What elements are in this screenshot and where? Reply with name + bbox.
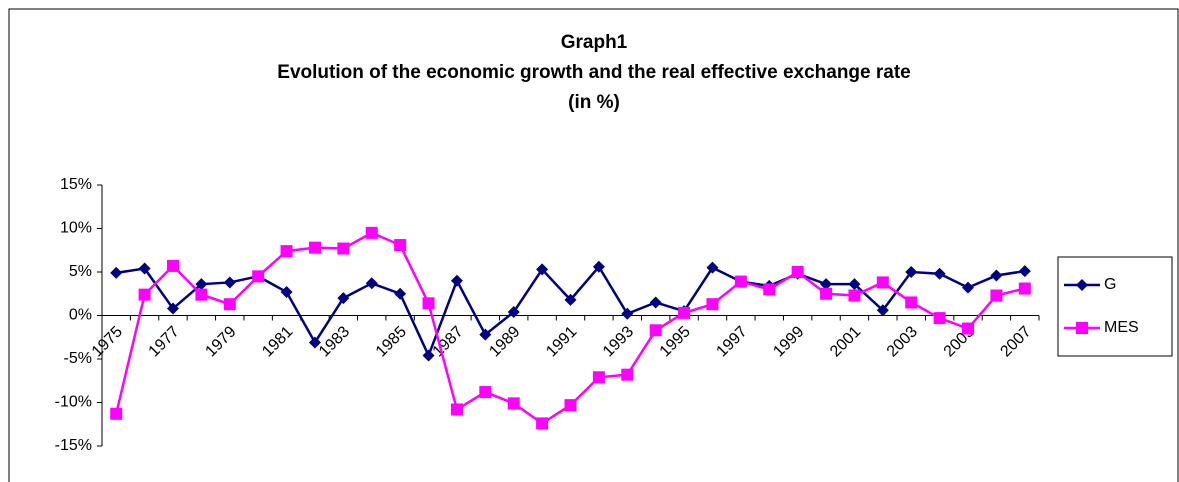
data-point: [621, 307, 634, 320]
data-point: [110, 266, 123, 279]
x-tick-label: 1993: [600, 323, 637, 360]
data-point: [649, 296, 662, 309]
x-tick-label: 1975: [89, 323, 126, 360]
data-point: [706, 261, 719, 274]
data-point: [933, 267, 946, 280]
x-tick-label: 1997: [713, 323, 750, 360]
data-point: [223, 298, 236, 311]
data-point: [536, 417, 549, 430]
x-tick-label: 2001: [827, 323, 864, 360]
data-point: [848, 278, 861, 291]
x-tick-label: 1983: [316, 323, 353, 360]
data-point: [308, 336, 321, 349]
data-point: [479, 328, 492, 341]
x-tick-label: 2003: [884, 323, 921, 360]
data-point: [820, 287, 833, 300]
data-point: [876, 304, 889, 317]
data-point: [507, 306, 520, 319]
data-point: [166, 259, 179, 272]
data-point: [450, 274, 463, 287]
data-point: [138, 288, 151, 301]
data-point: [905, 296, 918, 309]
x-tick-label: 1977: [146, 323, 183, 360]
data-point: [1018, 282, 1031, 295]
data-point: [450, 403, 463, 416]
chart-border: [8, 8, 1179, 482]
data-point: [166, 302, 179, 315]
chart-title: Graph1: [561, 32, 628, 53]
chart-title: (in %): [568, 92, 620, 113]
data-point: [763, 283, 776, 296]
y-tick-label: -15%: [55, 437, 92, 454]
legend-marker: [1076, 279, 1088, 291]
data-point: [564, 293, 577, 306]
y-tick-label: -5%: [64, 350, 92, 367]
data-point: [1018, 265, 1031, 278]
data-point: [564, 399, 577, 412]
y-tick-label: 10%: [60, 220, 92, 237]
x-tick-label: 1979: [202, 323, 239, 360]
data-point: [905, 266, 918, 278]
data-point: [365, 226, 378, 239]
data-point: [394, 239, 407, 252]
data-point: [962, 322, 975, 335]
data-point: [990, 269, 1003, 282]
data-point: [536, 263, 549, 276]
legend-label: MES: [1104, 319, 1139, 336]
data-point: [848, 289, 861, 302]
y-tick-label: 0%: [69, 307, 92, 324]
legend-box: [1057, 256, 1173, 357]
data-point: [706, 298, 719, 311]
data-point: [138, 262, 151, 275]
data-point: [933, 312, 946, 325]
data-point: [195, 278, 208, 291]
data-point: [678, 306, 691, 319]
data-point: [223, 276, 236, 289]
data-point: [110, 407, 123, 420]
data-point: [280, 286, 293, 299]
x-tick-label: 2007: [997, 323, 1034, 360]
data-point: [479, 386, 492, 399]
chart-title: Evolution of the economic growth and the…: [277, 62, 910, 83]
legend-marker: [1076, 322, 1088, 334]
data-point: [365, 277, 378, 290]
data-point: [592, 371, 605, 384]
y-tick-label: 15%: [60, 176, 92, 193]
data-point: [621, 368, 634, 381]
y-tick-label: 5%: [69, 263, 92, 280]
data-point: [394, 287, 407, 300]
x-tick-label: 1995: [657, 323, 694, 360]
data-point: [422, 349, 435, 362]
y-tick-label: -10%: [55, 394, 92, 411]
data-point: [990, 289, 1003, 302]
data-point: [507, 397, 520, 410]
data-point: [252, 270, 265, 283]
data-point: [280, 245, 293, 258]
x-tick-label: 1999: [770, 323, 807, 360]
x-tick-label: 1985: [373, 323, 410, 360]
data-point: [337, 242, 350, 255]
data-point: [195, 288, 208, 301]
data-point: [791, 266, 804, 278]
data-point: [876, 276, 889, 289]
x-tick-label: 1981: [259, 323, 296, 360]
data-point: [592, 260, 605, 273]
data-point: [734, 275, 747, 288]
x-tick-label: 1991: [543, 323, 580, 360]
legend-label: G: [1104, 276, 1116, 293]
data-point: [962, 281, 975, 294]
data-point: [649, 324, 662, 337]
data-point: [422, 297, 435, 310]
data-point: [308, 241, 321, 254]
data-point: [820, 278, 833, 291]
data-point: [337, 292, 350, 305]
